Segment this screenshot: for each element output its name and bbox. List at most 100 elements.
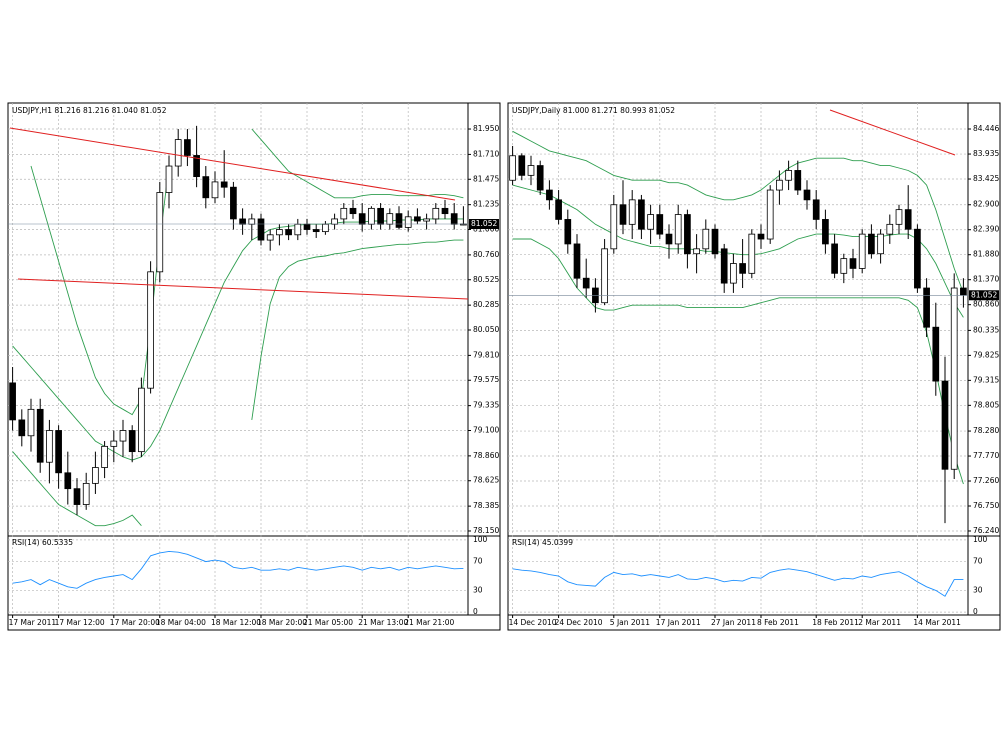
candle-body (858, 233, 866, 269)
y-tick-label: 81.475 (473, 174, 499, 183)
candle-body (202, 176, 210, 199)
candle-body (923, 287, 930, 328)
candle-body (812, 199, 820, 220)
candle-body (619, 204, 627, 225)
y-tick-label: 78.625 (473, 476, 499, 485)
x-tick-label: 18 Feb 2011 (812, 618, 859, 627)
candle-body (601, 248, 608, 304)
y-tick-label: 83.425 (973, 174, 999, 183)
x-tick-label: 18 Mar 04:00 (156, 618, 206, 627)
candle-body (82, 482, 90, 505)
y-tick-label: 81.000 (473, 225, 499, 234)
y-tick-label: 78.805 (973, 400, 999, 409)
candle-body (886, 223, 894, 235)
candle-body (638, 199, 645, 230)
y-tick-label: 79.810 (473, 350, 499, 359)
candle-body (656, 214, 664, 235)
y-tick-label: 76.240 (973, 526, 999, 535)
y-tick-label: 80.050 (473, 325, 499, 334)
candle-body (211, 181, 219, 199)
candle-body (564, 219, 572, 245)
y-tick-label: 80.760 (473, 250, 499, 259)
rsi-tick-label: 0 (973, 607, 978, 616)
candle-body (693, 248, 700, 255)
candle-body (230, 186, 237, 220)
rsi-tick-label: 0 (473, 607, 478, 616)
candle-body (174, 139, 182, 167)
candle-body (822, 219, 829, 245)
trend-line (829, 109, 956, 156)
y-tick-label: 78.860 (473, 451, 499, 460)
candle-body (831, 243, 838, 274)
y-tick-label: 80.860 (973, 300, 999, 309)
y-tick-label: 79.335 (473, 401, 499, 410)
y-tick-label: 78.150 (473, 526, 499, 535)
candle-body (395, 213, 403, 228)
y-tick-label: 82.390 (973, 225, 999, 234)
x-tick-label: 21 Mar 13:00 (358, 618, 408, 627)
candle-body (582, 277, 590, 289)
candle-body (950, 287, 958, 470)
candle-body (285, 229, 292, 236)
candle-body (757, 233, 765, 240)
candle-body (628, 199, 636, 225)
rsi-label: RSI(14) 60.5335 (12, 538, 73, 547)
candle-body (340, 207, 348, 220)
x-tick-label: 2 Mar 2011 (858, 618, 901, 627)
candle-body (239, 218, 246, 225)
candle-body (27, 408, 35, 437)
current-price-box (969, 290, 999, 301)
candle-body (674, 214, 682, 245)
trend-line (17, 278, 469, 300)
candle-body (527, 165, 535, 176)
y-tick-label: 80.525 (473, 275, 499, 284)
y-tick-label: 79.100 (473, 425, 499, 434)
candle-body (536, 165, 544, 191)
candle-body (18, 419, 26, 437)
current-price-label: 81.052 (971, 290, 997, 299)
candle-body (312, 229, 320, 233)
candle-body (165, 165, 173, 193)
candle-body (914, 228, 921, 289)
x-tick-label: 18 Mar 20:00 (257, 618, 307, 627)
candle-body (368, 207, 375, 225)
candle-body (303, 223, 311, 230)
candle-body (128, 430, 136, 453)
candle-body (432, 207, 440, 220)
rsi-tick-label: 100 (473, 535, 488, 544)
candle-body (138, 387, 145, 453)
candle-body (840, 258, 848, 274)
y-tick-label: 80.285 (473, 300, 499, 309)
candle-body (730, 263, 737, 284)
x-tick-label: 21 Mar 21:00 (404, 618, 454, 627)
y-tick-label: 82.900 (973, 200, 999, 209)
x-tick-label: 27 Jan 2011 (711, 618, 756, 627)
candle-body (257, 218, 265, 241)
candle-body (331, 218, 338, 225)
candle-body (358, 213, 366, 225)
rsi-tick-label: 70 (473, 557, 483, 566)
band-middle (512, 184, 964, 318)
candle-body (119, 430, 127, 442)
current-price-box (469, 219, 499, 230)
candle-body (147, 271, 154, 389)
candle-body (794, 170, 802, 191)
candle-body (220, 181, 228, 188)
candle-body (73, 488, 81, 505)
candle-body (573, 243, 581, 279)
band-upper (512, 130, 964, 294)
candle-body (322, 223, 329, 233)
candle-body (64, 472, 72, 490)
y-tick-label: 79.825 (973, 350, 999, 359)
candle-body (711, 228, 719, 255)
y-tick-label: 79.315 (973, 375, 999, 384)
rsi-label: RSI(14) 45.0399 (512, 538, 573, 547)
rsi-line (512, 568, 964, 597)
candle-body (803, 189, 811, 201)
y-tick-label: 77.770 (973, 451, 999, 460)
candle-body (184, 139, 191, 156)
x-tick-label: 17 Jan 2011 (656, 618, 701, 627)
panel-frame (7, 102, 501, 631)
